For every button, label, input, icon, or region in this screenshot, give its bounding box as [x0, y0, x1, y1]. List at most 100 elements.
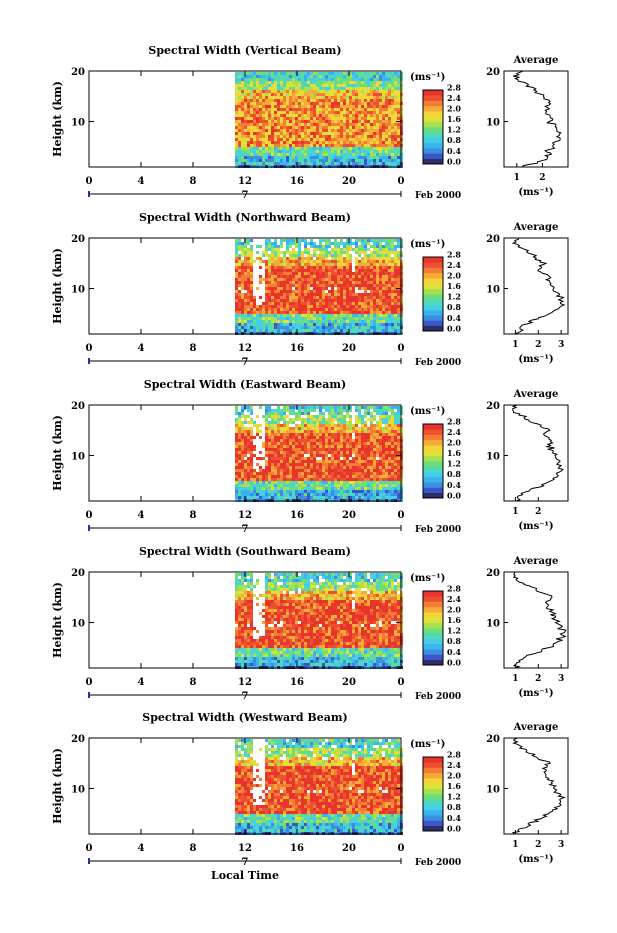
avg-y-tick-label: 20: [486, 401, 500, 412]
colorbar-level: [423, 445, 443, 451]
avg-y-tick-label: 20: [486, 234, 500, 245]
colorbar-level: [423, 602, 443, 608]
colorbar-tick-label: 0.8: [447, 469, 461, 479]
x-tick-label: 16: [290, 843, 304, 854]
x-tick-label: 4: [138, 843, 145, 854]
colorbar-level: [423, 477, 443, 483]
x-tick-label: 20: [342, 176, 356, 187]
y-tick-label: 20: [71, 234, 85, 245]
date-month: Feb 2000: [415, 191, 461, 201]
x-tick-label: 0: [398, 677, 405, 688]
colorbar-tick-label: 1.6: [447, 448, 461, 458]
date-day: 7: [242, 691, 249, 702]
colorbar-level: [423, 116, 443, 122]
avg-y-tick-label: 10: [486, 785, 500, 796]
x-tick-label: 0: [86, 176, 93, 187]
colorbar-level: [423, 435, 443, 441]
y-tick-label: 10: [71, 619, 85, 630]
colorbar-level: [423, 132, 443, 138]
panel-title: Spectral Width (Eastward Beam): [144, 378, 346, 391]
x-tick-label: 8: [190, 176, 197, 187]
colorbar-tick-label: 2.4: [447, 594, 461, 604]
colorbar-level: [423, 757, 443, 763]
panel-2: Spectral Width (Northward Beam)1020Heigh…: [51, 211, 568, 368]
colorbar-level: [423, 799, 443, 805]
x-tick-label: 0: [398, 343, 405, 354]
colorbar-level: [423, 660, 443, 666]
colorbar-level: [423, 127, 443, 133]
panel-title: Spectral Width (Southward Beam): [139, 545, 351, 558]
x-tick-label: 8: [190, 843, 197, 854]
avg-y-tick-label: 10: [486, 118, 500, 129]
colorbar-level: [423, 159, 443, 165]
x-tick-label: 8: [190, 677, 197, 688]
colorbar-level: [423, 810, 443, 816]
colorbar-level: [423, 820, 443, 826]
colorbar-unit: (ms⁻¹): [410, 239, 445, 250]
avg-y-tick-label: 20: [486, 568, 500, 579]
avg-x-tick-label: 2: [535, 340, 541, 350]
colorbar-level: [423, 805, 443, 811]
colorbar-tick-label: 0.8: [447, 802, 461, 812]
x-tick-label: 4: [138, 677, 145, 688]
x-tick-label: 8: [190, 510, 197, 521]
colorbar-level: [423, 299, 443, 305]
x-axis-label: Local Time: [211, 869, 279, 882]
colorbar-unit: (ms⁻¹): [410, 573, 445, 584]
date-month: Feb 2000: [415, 692, 461, 702]
y-tick-label: 20: [71, 67, 85, 78]
colorbar-tick-label: 0.8: [447, 302, 461, 312]
average-line: [513, 71, 561, 167]
colorbar-level: [423, 789, 443, 795]
colorbar-unit: (ms⁻¹): [410, 739, 445, 750]
x-tick-label: 0: [398, 510, 405, 521]
average-line: [514, 572, 566, 668]
colorbar-level: [423, 429, 443, 435]
colorbar-tick-label: 1.6: [447, 281, 461, 291]
x-tick-label: 12: [238, 510, 252, 521]
average-frame: [504, 71, 568, 167]
colorbar-tick-label: 2.0: [447, 605, 461, 615]
heatmap-cells: [235, 239, 403, 335]
colorbar-level: [423, 633, 443, 639]
colorbar-level: [423, 826, 443, 832]
colorbar-level: [423, 815, 443, 821]
average-frame: [504, 405, 568, 501]
colorbar-level: [423, 466, 443, 472]
colorbar-level: [423, 95, 443, 101]
x-tick-label: 4: [138, 343, 145, 354]
colorbar-level: [423, 628, 443, 634]
avg-x-tick-label: 2: [539, 173, 545, 183]
y-tick-label: 20: [71, 734, 85, 745]
panel-5: Spectral Width (Westward Beam)1020Height…: [51, 711, 568, 868]
average-line: [513, 738, 564, 834]
colorbar-tick-label: 2.8: [447, 82, 461, 92]
x-tick-label: 16: [290, 176, 304, 187]
colorbar-level: [423, 143, 443, 149]
colorbar-level: [423, 783, 443, 789]
avg-x-tick-label: 2: [535, 507, 541, 517]
colorbar-level: [423, 493, 443, 499]
x-tick-label: 12: [238, 343, 252, 354]
colorbar-tick-label: 2.0: [447, 771, 461, 781]
avg-y-tick-label: 10: [486, 285, 500, 296]
colorbar-tick-label: 0.0: [447, 823, 461, 833]
x-tick-label: 20: [342, 343, 356, 354]
colorbar-tick-label: 2.4: [447, 760, 461, 770]
date-day: 7: [242, 190, 249, 201]
colorbar-tick-label: 2.8: [447, 583, 461, 593]
x-tick-label: 4: [138, 176, 145, 187]
colorbar-level: [423, 768, 443, 774]
y-tick-label: 10: [71, 118, 85, 129]
colorbar-level: [423, 278, 443, 284]
panel-3: Spectral Width (Eastward Beam)1020Height…: [51, 378, 568, 535]
colorbar-level: [423, 591, 443, 597]
colorbar-tick-label: 0.4: [447, 647, 461, 657]
average-unit: (ms⁻¹): [518, 688, 553, 699]
colorbar-level: [423, 649, 443, 655]
colorbar-tick-label: 1.2: [447, 792, 461, 802]
